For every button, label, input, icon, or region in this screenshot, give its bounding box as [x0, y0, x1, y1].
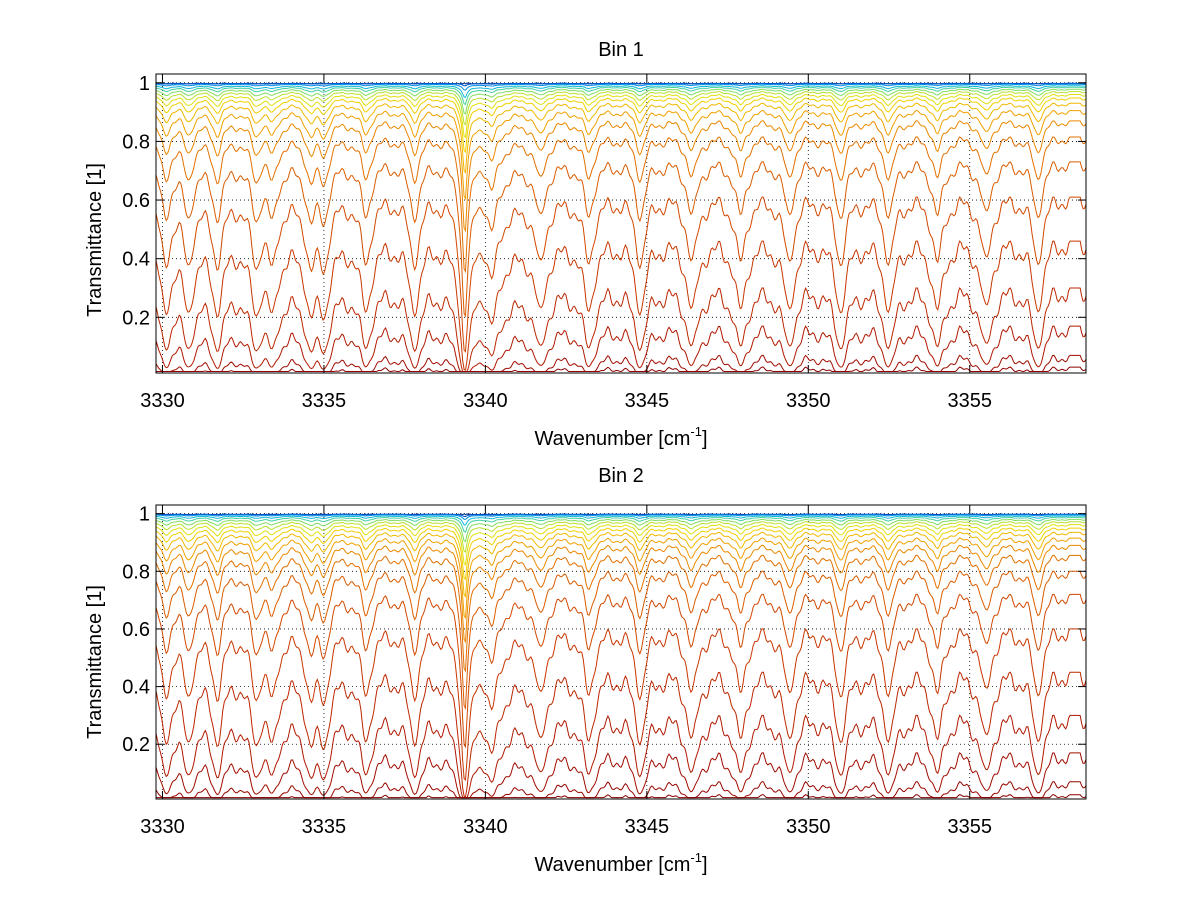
series-group	[155, 82, 1087, 373]
x-tick-label: 3345	[625, 816, 670, 838]
series-line	[155, 527, 1087, 581]
y-tick-label: 0.2	[122, 734, 150, 756]
x-tick-label: 3350	[786, 816, 831, 838]
series-line	[155, 240, 1087, 371]
chart-title: Bin 2	[598, 465, 644, 487]
x-axis-label-main: Wavenumber [cm	[534, 428, 690, 450]
x-axis-label: Wavenumber [cm-1]	[534, 850, 707, 876]
series-line	[155, 671, 1087, 798]
y-tick-label: 0.8	[122, 561, 150, 583]
x-axis-label-suffix: ]	[702, 854, 708, 876]
series-line	[155, 97, 1087, 154]
series-line	[155, 537, 1087, 620]
x-tick-label: 3330	[140, 816, 185, 838]
series-line	[155, 524, 1087, 566]
x-tick-label: 3340	[463, 816, 508, 838]
series-line	[155, 120, 1087, 233]
chart-panel-bin-1: Bin 1 3330 3335 3340 3345 3350 3355 0.2 0.4 0.6…	[84, 39, 1087, 450]
series-line	[155, 136, 1087, 274]
x-tick-label: 3355	[948, 816, 993, 838]
x-axis-ticks: 3330 3335 3340 3345 3350 3355	[140, 505, 992, 838]
series-line	[155, 91, 1087, 126]
series-line	[155, 570, 1087, 711]
y-axis-label: Transmittance [1]	[84, 163, 106, 317]
x-tick-label: 3345	[625, 390, 670, 412]
series-line	[155, 518, 1087, 543]
x-tick-label: 3335	[302, 390, 347, 412]
y-axis-ticks: 0.2 0.4 0.6 0.8 1	[122, 73, 1086, 329]
series-line	[155, 554, 1087, 673]
series-line	[155, 513, 1086, 517]
x-axis-label-main: Wavenumber [cm	[534, 854, 690, 876]
chart-panel-bin-2: Bin 2 3330 3335 3340 3345 3350 3355 0.2 0.4 0.6…	[84, 465, 1087, 876]
series-line	[155, 102, 1087, 174]
series-group	[155, 512, 1087, 799]
grid	[156, 505, 1086, 799]
series-line	[155, 515, 1087, 526]
x-tick-label: 3335	[302, 816, 347, 838]
series-line	[155, 110, 1087, 201]
y-tick-label: 0.2	[122, 307, 150, 329]
x-tick-label: 3350	[786, 390, 831, 412]
series-line	[155, 544, 1087, 644]
series-line	[155, 714, 1087, 799]
y-tick-label: 0.6	[122, 190, 150, 212]
x-tick-label: 3355	[948, 390, 993, 412]
axes-box	[155, 504, 1087, 800]
series-line	[155, 514, 1087, 520]
series-line	[155, 161, 1087, 318]
y-tick-label: 0.8	[122, 131, 150, 153]
x-tick-label: 3330	[140, 390, 185, 412]
series-line	[156, 794, 1087, 799]
x-axis-label-suffix: ]	[702, 428, 708, 450]
series-line	[155, 593, 1087, 749]
y-axis-label: Transmittance [1]	[84, 585, 106, 739]
series-line	[155, 628, 1087, 782]
series-line	[155, 83, 1087, 91]
series-line	[155, 196, 1087, 353]
y-tick-label: 1	[139, 504, 150, 526]
series-line	[155, 88, 1087, 115]
x-axis-ticks: 3330 3335 3340 3345 3350 3355	[140, 74, 992, 412]
x-axis-label: Wavenumber [cm-1]	[534, 424, 707, 450]
series-line	[155, 86, 1087, 105]
series-line	[155, 521, 1087, 553]
y-axis-ticks: 0.2 0.4 0.6 0.8 1	[122, 504, 1086, 756]
axes-box	[155, 73, 1087, 374]
series-line	[155, 531, 1087, 598]
x-axis-label-superscript: -1	[690, 424, 702, 439]
y-tick-label: 1	[139, 73, 150, 95]
series-line	[155, 85, 1087, 98]
x-axis-label-superscript: -1	[690, 850, 702, 865]
series-line	[155, 286, 1087, 372]
series-line	[155, 752, 1087, 799]
series-line	[155, 93, 1087, 139]
y-tick-label: 0.6	[122, 619, 150, 641]
y-tick-label: 0.4	[122, 677, 150, 699]
series-line	[155, 325, 1087, 372]
series-line	[156, 82, 1087, 87]
series-line	[156, 366, 1087, 373]
y-tick-label: 0.4	[122, 249, 150, 271]
x-tick-label: 3340	[463, 390, 508, 412]
series-line	[155, 516, 1087, 533]
chart-title: Bin 1	[598, 39, 644, 61]
